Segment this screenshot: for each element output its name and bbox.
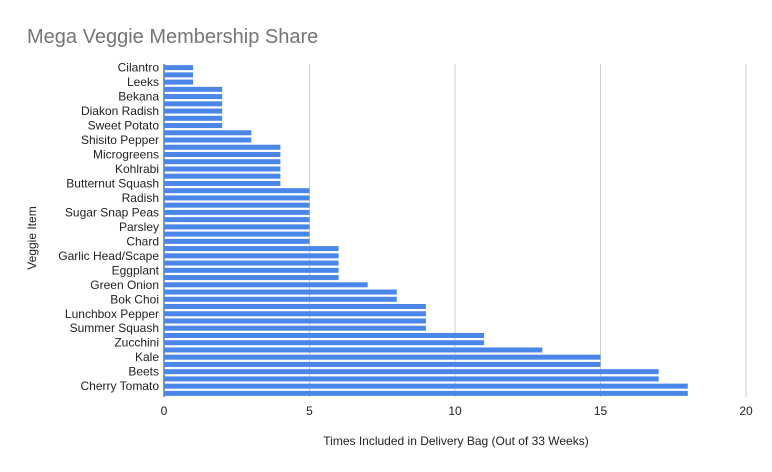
bar (164, 224, 310, 230)
bar (164, 311, 426, 317)
x-tick-label: 0 (161, 404, 168, 418)
y-category-label: Shisito Pepper (81, 133, 159, 147)
y-category-label: Parsley (119, 220, 159, 234)
bar (164, 238, 310, 244)
y-category-label: Kohlrabi (115, 162, 159, 176)
bar (164, 318, 426, 324)
bar (164, 282, 368, 288)
bar (164, 275, 339, 281)
y-category-label: Garlic Head/Scape (58, 249, 159, 263)
bar (164, 246, 339, 252)
x-tick-label: 15 (594, 404, 608, 418)
bar (164, 354, 601, 360)
bar (164, 123, 223, 129)
x-axis-title: Times Included in Delivery Bag (Out of 3… (323, 434, 588, 448)
bar (164, 173, 281, 179)
y-category-label: Lunchbox Pepper (65, 307, 159, 321)
y-category-label: Beets (128, 365, 159, 379)
gridlines (163, 64, 747, 397)
bar (164, 260, 339, 266)
bar (164, 159, 281, 165)
y-category-label: Sweet Potato (88, 119, 160, 133)
bar (164, 166, 281, 172)
bar (164, 195, 310, 201)
y-category-label: Sugar Snap Peas (65, 205, 159, 219)
bar (164, 130, 252, 136)
y-category-label: Microgreens (93, 147, 159, 161)
x-tick-label: 10 (448, 404, 462, 418)
x-tick-label: 5 (306, 404, 313, 418)
y-category-label: Green Onion (90, 278, 159, 292)
bar (164, 115, 223, 121)
bar (164, 151, 281, 157)
bar (164, 108, 223, 114)
bar (164, 383, 688, 389)
bar (164, 94, 223, 100)
bar (164, 347, 543, 353)
bar (164, 304, 426, 310)
bar (164, 217, 310, 223)
y-category-label: Bekana (118, 90, 159, 104)
bar (164, 86, 223, 92)
bar (164, 289, 397, 295)
bar (164, 65, 194, 71)
bar (164, 325, 426, 331)
bar (164, 144, 281, 150)
y-category-label: Zucchini (114, 336, 159, 350)
y-category-label: Kale (135, 350, 159, 364)
bar (164, 390, 688, 396)
y-category-label: Eggplant (112, 263, 160, 277)
y-category-label: Radish (122, 191, 159, 205)
bar (164, 188, 310, 194)
bar (164, 101, 223, 107)
bar (164, 79, 194, 85)
bar (164, 253, 339, 259)
bar (164, 231, 310, 237)
y-category-label: Leeks (127, 75, 159, 89)
y-category-label: Butternut Squash (66, 176, 159, 190)
bar (164, 361, 601, 367)
x-tick-label: 20 (739, 404, 753, 418)
y-axis-title: Veggie Item (25, 206, 39, 269)
bar (164, 180, 281, 186)
bar (164, 137, 252, 143)
bars (164, 65, 688, 396)
y-category-label: Cherry Tomato (81, 379, 160, 393)
bar (164, 72, 194, 78)
y-category-label: Cilantro (118, 61, 160, 75)
bar (164, 209, 310, 215)
bar (164, 296, 397, 302)
y-category-label: Chard (126, 234, 159, 248)
chart-title: Mega Veggie Membership Share (27, 26, 318, 48)
y-category-label: Summer Squash (70, 321, 159, 335)
x-axis-ticks: 0 5 10 15 20 (161, 404, 753, 418)
bar (164, 340, 485, 346)
bar (164, 202, 310, 208)
y-category-label: Diakon Radish (81, 104, 159, 118)
bar (164, 267, 339, 273)
bar (164, 332, 485, 338)
bar (164, 376, 659, 382)
y-category-label: Bok Choi (110, 292, 159, 306)
bar (164, 369, 659, 375)
